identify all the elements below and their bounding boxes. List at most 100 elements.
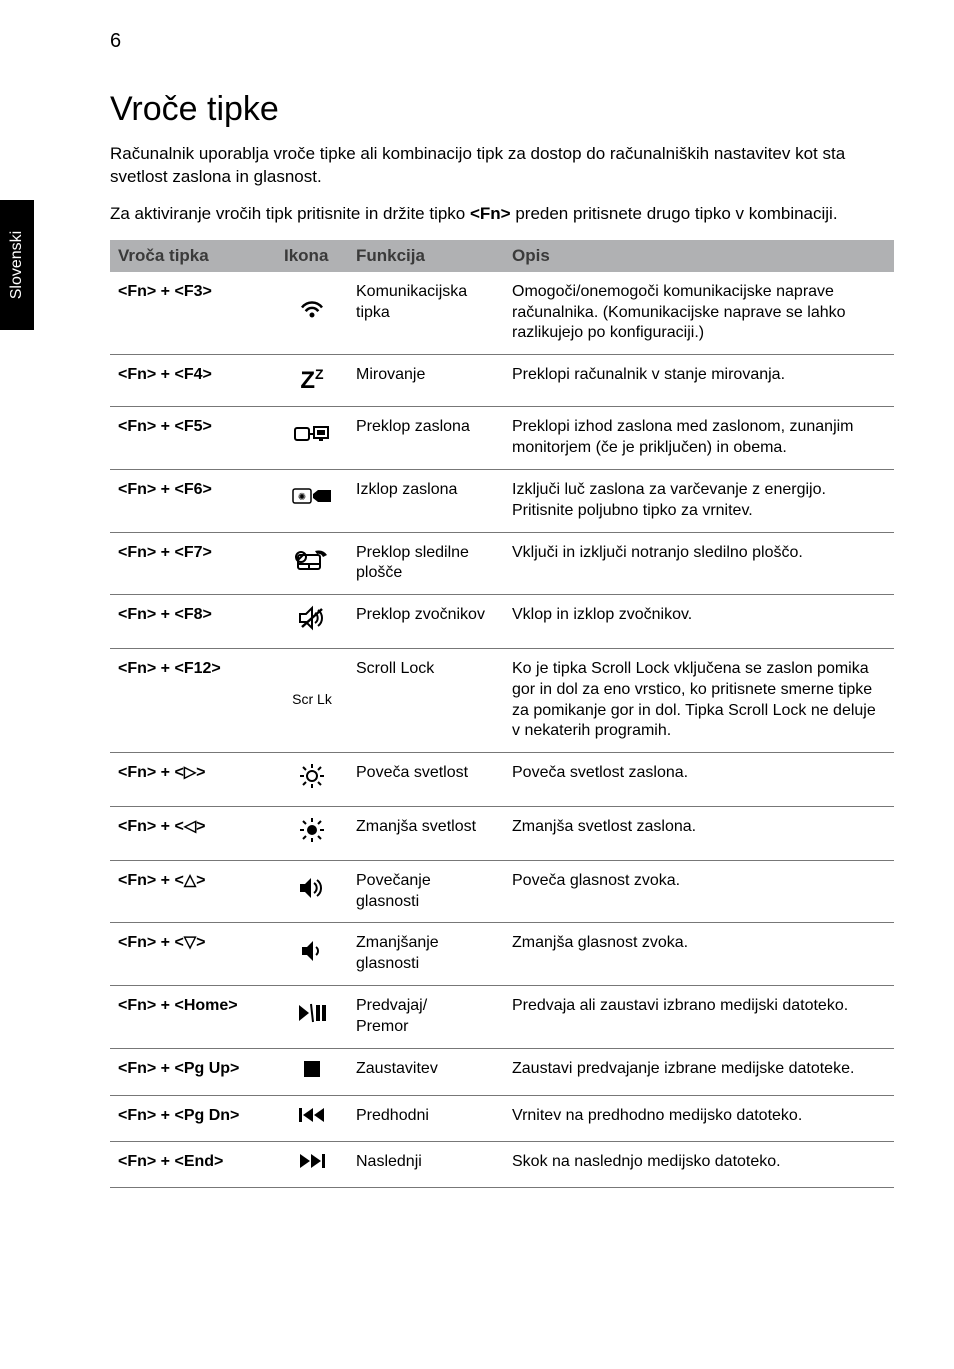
cell-desc: Skok na naslednjo medijsko datoteko. xyxy=(504,1142,894,1188)
cell-key: <Fn> + <Pg Up> xyxy=(110,1048,276,1096)
intro-p2-before: Za aktiviranje vročih tipk pritisnite in… xyxy=(110,204,470,223)
cell-fn: Predvajaj/ Premor xyxy=(348,985,504,1048)
cell-key: <Fn> + <▷> xyxy=(110,753,276,807)
cell-fn: Izklop zaslona xyxy=(348,469,504,532)
cell-fn: Komunikacijska tipka xyxy=(348,272,504,355)
brightness-up-icon xyxy=(299,763,325,789)
table-row: <Fn> + <Pg Dn> Predhodni Vrnitev na pred… xyxy=(110,1096,894,1142)
cell-key: <Fn> + <F7> xyxy=(110,532,276,595)
intro-paragraph-1: Računalnik uporablja vroče tipke ali kom… xyxy=(110,143,894,189)
cell-key: <Fn> + <Home> xyxy=(110,985,276,1048)
cell-desc: Zmanjša glasnost zvoka. xyxy=(504,923,894,986)
cell-desc: Preklopi izhod zaslona med zaslonom, zun… xyxy=(504,407,894,470)
cell-icon xyxy=(276,1142,348,1188)
th-icon: Ikona xyxy=(276,240,348,272)
cell-desc: Preklopi računalnik v stanje mirovanja. xyxy=(504,355,894,407)
table-row: <Fn> + <F3> Komunikacijska tipka Omogoči… xyxy=(110,272,894,355)
sleep-icon: ZZ xyxy=(300,367,323,394)
cell-fn: Scroll Lock xyxy=(348,648,504,752)
cell-key: <Fn> + <F3> xyxy=(110,272,276,355)
table-body: <Fn> + <F3> Komunikacijska tipka Omogoči… xyxy=(110,272,894,1188)
cell-key: <Fn> + <▽> xyxy=(110,923,276,986)
cell-fn: Preklop zvočnikov xyxy=(348,595,504,649)
hotkeys-table: Vroča tipka Ikona Funkcija Opis <Fn> + <… xyxy=(110,240,894,1188)
cell-fn: Zaustavitev xyxy=(348,1048,504,1096)
table-head: Vroča tipka Ikona Funkcija Opis xyxy=(110,240,894,272)
cell-key: <Fn> + <F8> xyxy=(110,595,276,649)
page-number: 6 xyxy=(110,30,121,53)
cell-fn: Zmanjša svetlost xyxy=(348,806,504,860)
volume-down-icon xyxy=(300,939,324,963)
table-row: <Fn> + <F7> Preklop sledilne plošče Vklj… xyxy=(110,532,894,595)
cell-fn: Zmanjšanje glasnosti xyxy=(348,923,504,986)
cell-fn: Mirovanje xyxy=(348,355,504,407)
page-title: Vroče tipke xyxy=(110,90,894,129)
cell-icon xyxy=(276,753,348,807)
table-row: <Fn> + <F5> Preklop zaslona Preklopi izh… xyxy=(110,407,894,470)
cell-icon xyxy=(276,595,348,649)
cell-icon: ✺ xyxy=(276,469,348,532)
cell-key: <Fn> + <F5> xyxy=(110,407,276,470)
scroll-lock-icon: Scr Lk xyxy=(292,691,332,707)
cell-icon xyxy=(276,985,348,1048)
cell-icon: Scr Lk xyxy=(276,648,348,752)
table-row: <Fn> + <▷> Poveča svetlost Poveča svetlo… xyxy=(110,753,894,807)
cell-icon xyxy=(276,407,348,470)
cell-desc: Zaustavi predvajanje izbrane medijske da… xyxy=(504,1048,894,1096)
cell-icon xyxy=(276,532,348,595)
touchpad-icon xyxy=(295,547,329,573)
cell-fn: Preklop sledilne plošče xyxy=(348,532,504,595)
display-off-icon: ✺ xyxy=(292,486,332,508)
table-row: <Fn> + <△> Povečanje glasnosti Poveča gl… xyxy=(110,860,894,923)
play-pause-icon xyxy=(297,1002,327,1024)
cell-icon xyxy=(276,806,348,860)
table-row: <Fn> + <F6> ✺ Izklop zaslona Izključi lu… xyxy=(110,469,894,532)
table-row: <Fn> + <◁> Zmanjša svetlost Zmanjša svet… xyxy=(110,806,894,860)
cell-desc: Vrnitev na predhodno medijsko datoteko. xyxy=(504,1096,894,1142)
cell-desc: Vklop in izklop zvočnikov. xyxy=(504,595,894,649)
cell-desc: Ko je tipka Scroll Lock vključena se zas… xyxy=(504,648,894,752)
cell-desc: Poveča svetlost zaslona. xyxy=(504,753,894,807)
cell-desc: Vključi in izključi notranjo sledilno pl… xyxy=(504,532,894,595)
cell-key: <Fn> + <F6> xyxy=(110,469,276,532)
previous-track-icon xyxy=(298,1106,326,1124)
cell-fn: Predhodni xyxy=(348,1096,504,1142)
next-track-icon xyxy=(298,1152,326,1170)
volume-up-icon xyxy=(298,876,326,900)
cell-icon xyxy=(276,923,348,986)
intro-p2-after: preden pritisnete drugo tipko v kombinac… xyxy=(511,204,838,223)
table-row: <Fn> + <F4> ZZ Mirovanje Preklopi računa… xyxy=(110,355,894,407)
cell-desc: Poveča glasnost zvoka. xyxy=(504,860,894,923)
cell-desc: Zmanjša svetlost zaslona. xyxy=(504,806,894,860)
cell-icon: ZZ xyxy=(276,355,348,407)
cell-desc: Predvaja ali zaustavi izbrano medijski d… xyxy=(504,985,894,1048)
cell-key: <Fn> + <End> xyxy=(110,1142,276,1188)
side-language-tab: Slovenski xyxy=(0,200,34,330)
th-hotkey: Vroča tipka xyxy=(110,240,276,272)
table-row: <Fn> + <Home> Predvajaj/ Premor Predvaja… xyxy=(110,985,894,1048)
mute-icon xyxy=(298,605,326,631)
wireless-icon xyxy=(297,295,327,325)
intro-paragraph-2: Za aktiviranje vročih tipk pritisnite in… xyxy=(110,203,894,226)
table-row: <Fn> + <F8> Preklop zvočnikov Vklop in i… xyxy=(110,595,894,649)
cell-key: <Fn> + <F12> xyxy=(110,648,276,752)
stop-icon xyxy=(302,1059,322,1079)
brightness-down-icon xyxy=(299,817,325,843)
cell-icon xyxy=(276,1048,348,1096)
table-row: <Fn> + <End> Naslednji Skok na naslednjo… xyxy=(110,1142,894,1188)
cell-desc: Omogoči/onemogoči komunikacijske naprave… xyxy=(504,272,894,355)
th-desc: Opis xyxy=(504,240,894,272)
cell-icon xyxy=(276,1096,348,1142)
cell-icon xyxy=(276,272,348,355)
cell-key: <Fn> + <F4> xyxy=(110,355,276,407)
cell-icon xyxy=(276,860,348,923)
cell-fn: Poveča svetlost xyxy=(348,753,504,807)
th-function: Funkcija xyxy=(348,240,504,272)
cell-fn: Naslednji xyxy=(348,1142,504,1188)
intro-p2-key: <Fn> xyxy=(470,204,511,223)
side-language-label: Slovenski xyxy=(8,231,26,299)
table-row: <Fn> + <Pg Up> Zaustavitev Zaustavi pred… xyxy=(110,1048,894,1096)
table-row: <Fn> + <F12> Scr Lk Scroll Lock Ko je ti… xyxy=(110,648,894,752)
page: 6 Slovenski Vroče tipke Računalnik upora… xyxy=(0,0,954,1369)
cell-fn: Povečanje glasnosti xyxy=(348,860,504,923)
